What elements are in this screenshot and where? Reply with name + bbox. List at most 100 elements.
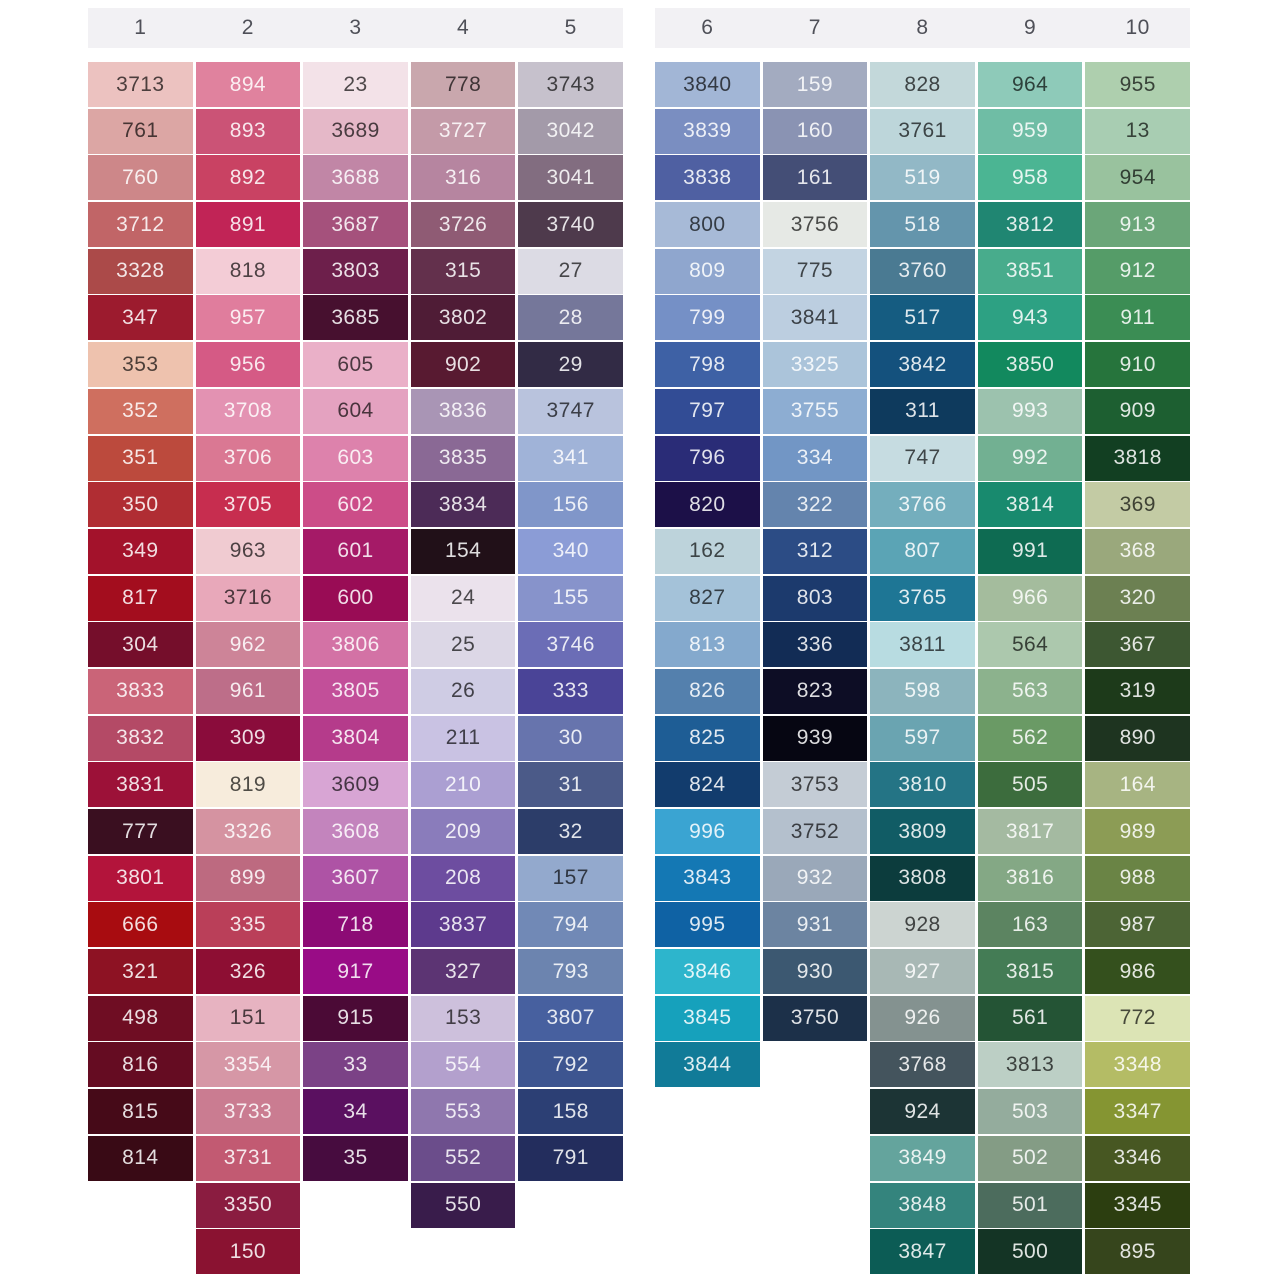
color-cell-309: 309 — [195, 715, 301, 761]
palette-column-10: 955 13 954 913 912 911 910 909 3818 369 368 320 367 3… — [1085, 62, 1190, 1275]
color-cell-3810: 3810 — [870, 762, 975, 808]
color-cell-13: 13 — [1085, 108, 1190, 154]
color-cell-563: 563 — [977, 668, 1083, 714]
color-cell-818: 818 — [195, 248, 301, 294]
color-cell-3733: 3733 — [195, 1089, 301, 1135]
color-cell-892: 892 — [195, 155, 301, 201]
color-cell-666: 666 — [88, 902, 193, 948]
color-cell-893: 893 — [195, 108, 301, 154]
color-cell-368: 368 — [1085, 528, 1190, 574]
column-header-5: 5 — [564, 16, 577, 39]
color-cell-208: 208 — [410, 855, 516, 901]
color-cell-816: 816 — [88, 1042, 193, 1088]
color-cell-989: 989 — [1085, 809, 1190, 854]
column-header-4: 4 — [457, 16, 470, 39]
column-header-9: 9 — [1024, 16, 1037, 39]
color-cell-917: 917 — [303, 949, 408, 995]
color-cell-803: 803 — [762, 575, 868, 621]
color-cell-600: 600 — [303, 575, 408, 621]
color-cell-986: 986 — [1085, 949, 1190, 995]
color-cell-3805: 3805 — [303, 668, 408, 714]
color-cell-954: 954 — [1085, 155, 1190, 201]
color-cell-311: 311 — [870, 388, 975, 434]
color-cell-3837: 3837 — [410, 902, 516, 948]
color-cell-564: 564 — [977, 622, 1083, 668]
color-cell-3813: 3813 — [977, 1042, 1083, 1088]
color-cell-718: 718 — [303, 902, 408, 948]
color-cell-955: 955 — [1085, 62, 1190, 107]
color-cell-991: 991 — [977, 528, 1083, 574]
color-cell-813: 813 — [655, 622, 760, 668]
color-cell-778: 778 — [410, 62, 516, 107]
color-cell-320: 320 — [1085, 575, 1190, 621]
color-cell-326: 326 — [195, 949, 301, 995]
color-cell-894: 894 — [195, 62, 301, 107]
color-cell-312: 312 — [762, 528, 868, 574]
color-cell-957: 957 — [195, 295, 301, 341]
color-cell-3750: 3750 — [762, 995, 868, 1041]
color-cell-3817: 3817 — [977, 809, 1083, 854]
color-cell-3831: 3831 — [88, 762, 193, 808]
color-cell-926: 926 — [870, 995, 975, 1041]
color-cell-3849: 3849 — [870, 1135, 975, 1181]
swatch-columns: 3713 761 760 3712 3328 347 353 352 351 350 349 817 3… — [88, 62, 623, 1275]
color-cell-3348: 3348 — [1085, 1042, 1190, 1088]
color-cell-505: 505 — [977, 762, 1083, 808]
color-cell-32: 32 — [518, 809, 623, 854]
color-cell-928: 928 — [870, 902, 975, 948]
color-cell-3706: 3706 — [195, 435, 301, 481]
palette-group-right: 6 7 8 9 10 3840 3839 3838 800 809 799 798 797 796 820… — [655, 8, 1190, 1275]
color-cell-777: 777 — [88, 809, 193, 854]
color-cell-156: 156 — [518, 482, 623, 528]
color-cell-3850: 3850 — [977, 342, 1083, 388]
color-cell-341: 341 — [518, 435, 623, 481]
color-cell-501: 501 — [977, 1182, 1083, 1228]
color-cell-3746: 3746 — [518, 622, 623, 668]
color-cell-3708: 3708 — [195, 388, 301, 434]
color-cell-3768: 3768 — [870, 1042, 975, 1088]
color-cell-775: 775 — [762, 248, 868, 294]
color-cell-3345: 3345 — [1085, 1182, 1190, 1228]
color-cell-987: 987 — [1085, 902, 1190, 948]
palette-column-1: 3713 761 760 3712 3328 347 353 352 351 350 349 817 3… — [88, 62, 193, 1181]
color-cell-154: 154 — [410, 528, 516, 574]
color-cell-349: 349 — [88, 528, 193, 574]
color-cell-3740: 3740 — [518, 202, 623, 248]
color-cell-993: 993 — [977, 388, 1083, 434]
color-cell-798: 798 — [655, 342, 760, 388]
palette-column-6: 3840 3839 3838 800 809 799 798 797 796 820 162 827 8… — [655, 62, 760, 1088]
color-cell-992: 992 — [977, 435, 1083, 481]
color-cell-817: 817 — [88, 575, 193, 621]
color-cell-996: 996 — [655, 809, 760, 854]
color-cell-747: 747 — [870, 435, 975, 481]
color-cell-3838: 3838 — [655, 155, 760, 201]
color-cell-33: 33 — [303, 1042, 408, 1088]
group-header-bar: 1 2 3 4 5 — [88, 8, 623, 48]
color-cell-517: 517 — [870, 295, 975, 341]
column-header-1: 1 — [134, 16, 147, 39]
color-cell-799: 799 — [655, 295, 760, 341]
color-cell-24: 24 — [410, 575, 516, 621]
color-cell-3802: 3802 — [410, 295, 516, 341]
color-cell-158: 158 — [518, 1089, 623, 1135]
color-cell-797: 797 — [655, 388, 760, 434]
color-cell-963: 963 — [195, 528, 301, 574]
color-cell-3804: 3804 — [303, 715, 408, 761]
color-cell-988: 988 — [1085, 855, 1190, 901]
color-cell-819: 819 — [195, 762, 301, 808]
color-cell-761: 761 — [88, 108, 193, 154]
color-cell-3608: 3608 — [303, 809, 408, 854]
color-cell-3812: 3812 — [977, 202, 1083, 248]
color-cell-3847: 3847 — [870, 1229, 975, 1275]
color-cell-3685: 3685 — [303, 295, 408, 341]
color-cell-3814: 3814 — [977, 482, 1083, 528]
color-cell-3753: 3753 — [762, 762, 868, 808]
color-cell-791: 791 — [518, 1135, 623, 1181]
column-header-7: 7 — [808, 16, 821, 39]
color-cell-772: 772 — [1085, 995, 1190, 1041]
color-cell-561: 561 — [977, 995, 1083, 1041]
color-cell-336: 336 — [762, 622, 868, 668]
color-cell-519: 519 — [870, 155, 975, 201]
color-cell-554: 554 — [410, 1042, 516, 1088]
